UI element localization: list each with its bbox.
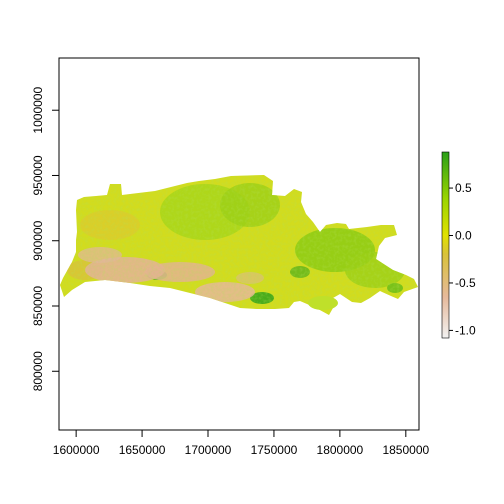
y-tick-label: 800000 — [31, 351, 45, 391]
x-tick-label: 1600000 — [53, 443, 100, 457]
x-tick-label: 1850000 — [382, 443, 429, 457]
x-tick-label: 1800000 — [317, 443, 364, 457]
island-patch — [308, 296, 338, 310]
legend-tick-label: 0.0 — [455, 229, 472, 243]
y-tick-label: 950000 — [31, 155, 45, 195]
x-tick-label: 1700000 — [185, 443, 232, 457]
legend-tick-label: -0.5 — [455, 276, 476, 290]
y-axis: 800000 850000 900000 950000 1000000 — [31, 87, 60, 391]
legend-colorbar — [441, 151, 450, 339]
x-tick-label: 1750000 — [251, 443, 298, 457]
y-tick-label: 900000 — [31, 220, 45, 260]
x-axis: 1600000 1650000 1700000 1750000 1800000 18500… — [53, 429, 429, 457]
legend-tick-label: 0.5 — [455, 181, 472, 195]
color-legend: 0.5 0.0 -0.5 -1.0 — [441, 151, 476, 339]
y-tick-label: 850000 — [31, 286, 45, 326]
x-tick-label: 1650000 — [119, 443, 166, 457]
legend-tick-label: -1.0 — [455, 323, 476, 337]
y-tick-label: 1000000 — [31, 87, 45, 134]
